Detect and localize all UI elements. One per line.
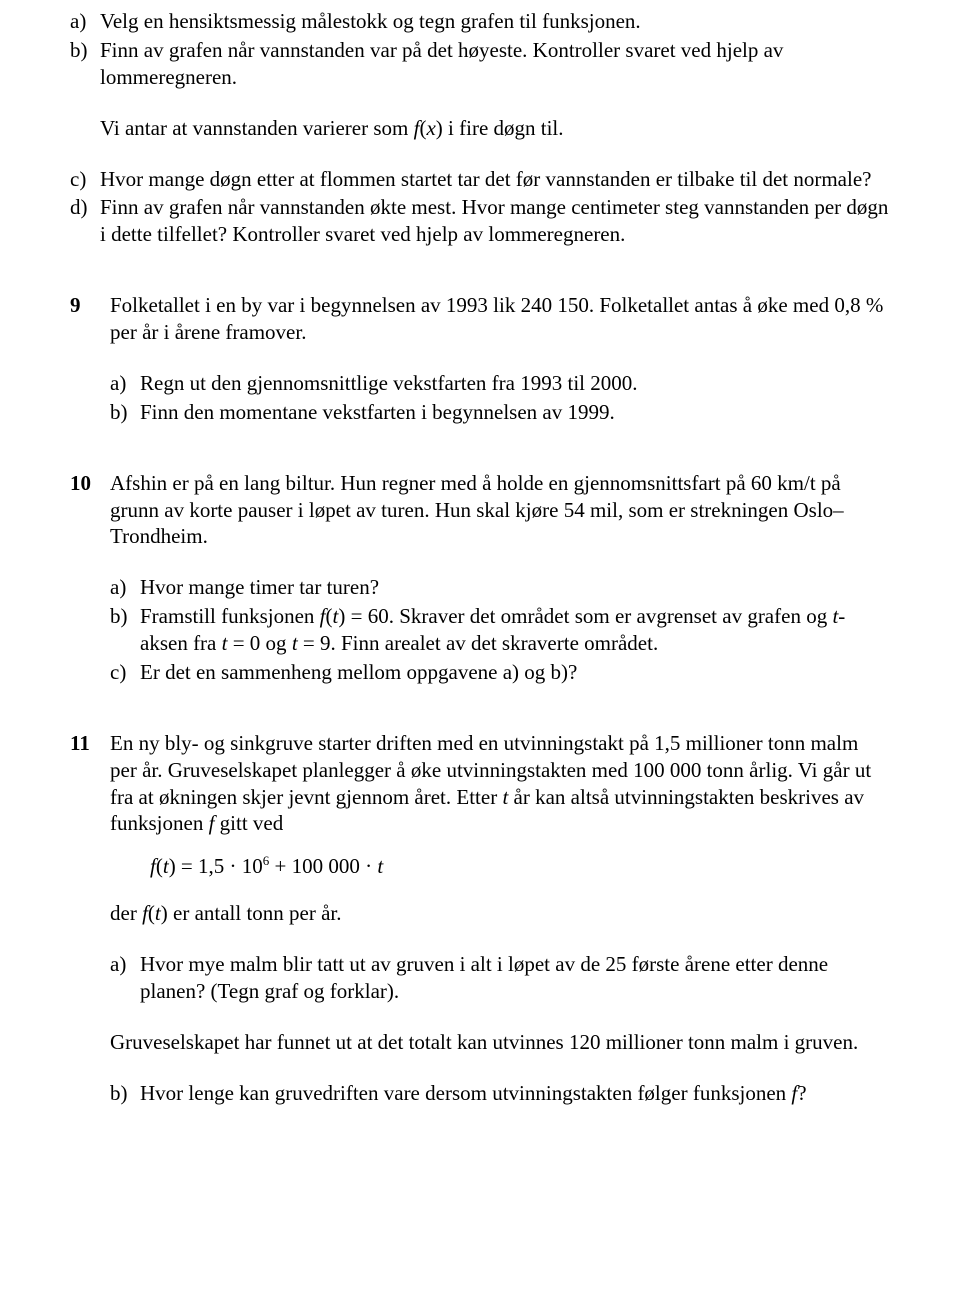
problem-10: 10 Afshin er på en lang biltur. Hun regn… [70,470,890,686]
p11-formula-f: f [150,854,156,878]
marker-c: c) [70,166,86,193]
p11-b-pre: Hvor lenge kan gruvedriften vare dersom … [140,1081,791,1105]
marker-b: b) [70,37,88,64]
problem-11-found: Gruveselskapet har funnet ut at det tota… [110,1029,890,1056]
problem-11: 11 En ny bly- og sinkgruve starter drift… [70,730,890,1107]
top-list-ab: a) Velg en hensiktsmessig målestokk og t… [70,8,890,91]
p11-intro-post: gitt ved [214,811,283,835]
top-assume-post: ) i fire døgn til. [436,116,564,140]
problem-10-a-text: Hvor mange timer tar turen? [140,575,379,599]
p11-where-f: f [142,901,148,925]
marker-a: a) [70,8,86,35]
problem-9-b-text: Finn den momentane vekstfarten i begynne… [140,400,615,424]
problem-10-b-pre: Framstill funksjonen [140,604,320,628]
problem-10-b-eq9: = 9. Finn arealet av det skraverte områd… [298,631,659,655]
problem-10-b: b) Framstill funksjonen f(t) = 60. Skrav… [140,603,890,657]
p11-where-post: ) er antall tonn per år. [161,901,342,925]
problem-10-c: c) Er det en sammenheng mellom oppgavene… [140,659,890,686]
problem-11-a: a) Hvor mye malm blir tatt ut av gruven … [140,951,890,1005]
top-assume-x: x [426,116,435,140]
problem-10-intro: Afshin er på en lang biltur. Hun regner … [110,470,890,551]
marker-d: d) [70,194,88,221]
problem-11-list-a: a) Hvor mye malm blir tatt ut av gruven … [110,951,890,1005]
top-item-a: a) Velg en hensiktsmessig målestokk og t… [100,8,890,35]
problem-9-a-text: Regn ut den gjennomsnittlige vekstfarten… [140,371,638,395]
problem-9-intro: Folketallet i en by var i begynnelsen av… [110,292,890,346]
top-assume-pre: Vi antar at vannstanden varierer som [100,116,414,140]
marker-9b: b) [110,399,128,426]
p11-formula-t2: t [377,854,383,878]
problem-9-body: 9 Folketallet i en by var i begynnelsen … [110,292,890,426]
problem-9-list: a) Regn ut den gjennomsnittlige vekstfar… [110,370,890,426]
top-assume: Vi antar at vannstanden varierer som f(x… [100,115,890,142]
problem-10-a: a) Hvor mange timer tar turen? [140,574,890,601]
problem-11-intro: En ny bly- og sinkgruve starter driften … [110,730,890,838]
marker-11a: a) [110,951,126,978]
problem-11-num: 11 [70,730,90,757]
top-d-text: Finn av grafen når vannstanden økte mest… [100,195,888,246]
problem-10-list: a) Hvor mange timer tar turen? b) Framst… [110,574,890,686]
p11-where-pre: der [110,901,142,925]
top-item-b: b) Finn av grafen når vannstanden var på… [100,37,890,91]
top-list-cd: c) Hvor mange døgn etter at flommen star… [70,166,890,249]
top-assume-f: f [414,116,420,140]
problem-11-where: der f(t) er antall tonn per år. [110,900,890,927]
p11-b-post: ? [797,1081,806,1105]
marker-11b: b) [110,1080,128,1107]
top-item-d: d) Finn av grafen når vannstanden økte m… [100,194,890,248]
top-item-c: c) Hvor mange døgn etter at flommen star… [100,166,890,193]
problem-10-num: 10 [70,470,91,497]
top-b-text: Finn av grafen når vannstanden var på de… [100,38,783,89]
problem-10-body: 10 Afshin er på en lang biltur. Hun regn… [110,470,890,686]
marker-9a: a) [110,370,126,397]
top-a-text: Velg en hensiktsmessig målestokk og tegn… [100,9,641,33]
problem-11-a-text: Hvor mye malm blir tatt ut av gruven i a… [140,952,828,1003]
problem-10-c-text: Er det en sammenheng mellom oppgavene a)… [140,660,577,684]
marker-10b: b) [110,603,128,630]
problem-11-formula: f(t) = 1,5 · 106 + 100 000 · t [150,853,890,880]
p11-formula-post: + 100 000 · [269,854,377,878]
problem-10-b-eq0: = 0 og [227,631,291,655]
problem-11-b: b) Hvor lenge kan gruvedriften vare ders… [140,1080,890,1107]
problem-11-body: 11 En ny bly- og sinkgruve starter drift… [110,730,890,1107]
problem-9-a: a) Regn ut den gjennomsnittlige vekstfar… [140,370,890,397]
marker-10a: a) [110,574,126,601]
problem-11-list-b: b) Hvor lenge kan gruvedriften vare ders… [110,1080,890,1107]
problem-9: 9 Folketallet i en by var i begynnelsen … [70,292,890,426]
marker-10c: c) [110,659,126,686]
problem-10-b-f: f [320,604,326,628]
top-c-text: Hvor mange døgn etter at flommen startet… [100,167,871,191]
problem-9-b: b) Finn den momentane vekstfarten i begy… [140,399,890,426]
problem-9-num: 9 [70,292,81,319]
problem-10-b-mid1: ) = 60. Skraver det området som er avgre… [338,604,832,628]
p11-formula-mid: ) = 1,5 · 10 [169,854,263,878]
